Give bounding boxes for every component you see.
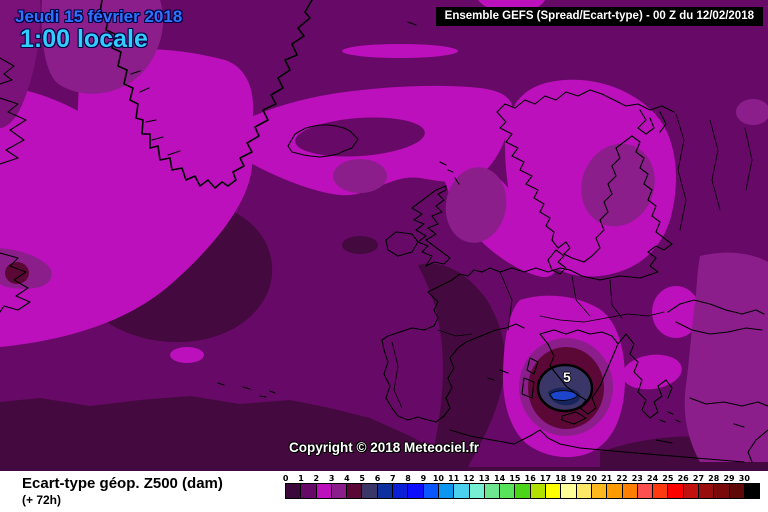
spread-max-value-label: 5 [563, 369, 571, 385]
africa-coastline [449, 429, 745, 463]
scale-cell: 27 [693, 474, 715, 499]
scale-tick-label: 17 [539, 474, 552, 483]
spread-region-dark-eye [295, 117, 425, 157]
scale-cell: 12 [463, 474, 485, 499]
model-run-banner: Ensemble GEFS (Spread/Ecart-type) - 00 Z… [435, 7, 763, 26]
map-canvas: Jeudi 15 février 2018 1:00 locale Ensemb… [0, 0, 768, 467]
scale-cell: 18 [555, 474, 577, 499]
scale-tick-label: 25 [662, 474, 674, 483]
parameter-title: Ecart-type géop. Z500 (dam) [22, 475, 223, 492]
scale-tick-label: 8 [405, 474, 411, 483]
scale-cell: 16 [525, 474, 547, 499]
forecast-local-time: 1:00 locale [20, 24, 148, 53]
scale-tick-label: 10 [432, 474, 444, 483]
uk-coastline [411, 185, 451, 267]
datetime-header: Jeudi 15 février 2018 1:00 locale [15, 8, 182, 52]
scale-cell: 9 [421, 474, 439, 499]
scale-cell: 2 [314, 474, 332, 499]
scale-cell: 19 [571, 474, 592, 499]
scale-tick-label: 16 [524, 474, 536, 483]
weather-map [0, 0, 768, 467]
scale-tick-label: 24 [646, 474, 659, 483]
scale-cell: 30 [739, 474, 761, 499]
scale-cell: 17 [540, 474, 562, 499]
scale-tick-label: 12 [463, 474, 475, 483]
scale-cell: 5 [359, 474, 378, 499]
scale-tick-label: 15 [509, 474, 521, 483]
scale-cell: 13 [479, 474, 501, 499]
scale-tick-label: 2 [313, 474, 320, 483]
scale-cell: 6 [375, 474, 394, 499]
scale-tick-label: 6 [374, 474, 381, 483]
spread-maximum-feature [536, 363, 594, 413]
scale-cell: 22 [616, 474, 638, 499]
scale-tick-label: 7 [390, 474, 396, 483]
scale-tick-label: 1 [298, 474, 304, 483]
scale-cell: 20 [586, 474, 608, 499]
scale-tick-label: 3 [328, 474, 335, 483]
scale-tick-label: 0 [282, 474, 289, 483]
west-europe-coastline [381, 267, 571, 423]
scandinavia-coastline [496, 111, 673, 281]
copyright-notice: Copyright © 2018 Meteociel.fr [289, 440, 479, 455]
coastlines [0, 0, 768, 463]
scale-cell: 29 [723, 474, 745, 499]
scale-cell: 26 [678, 474, 700, 499]
scale-cell: 14 [494, 474, 516, 499]
italy-coastline [539, 329, 619, 415]
color-scale-bar: 0 1 2 3 4 5 6 7 8 9 10 11 12 13 14 15 16 17 18 19 20 21 22 23 24… [283, 474, 761, 499]
scale-cell: 0 [283, 474, 302, 499]
scale-tick-label: 20 [585, 474, 597, 483]
scale-tick-label: 13 [478, 474, 490, 483]
forecast-hour-label: (+ 72h) [22, 493, 62, 507]
scale-cell: 28 [708, 474, 730, 499]
scale-tick-label: 28 [708, 474, 720, 483]
scale-cell: 25 [662, 474, 684, 499]
scale-tick-label: 11 [448, 474, 460, 483]
scale-cell: 21 [601, 474, 623, 499]
scale-cell: 23 [632, 474, 654, 499]
scale-tick-label: 30 [738, 474, 750, 483]
greenland-coastline [99, 0, 313, 189]
scale-cell: 4 [344, 474, 363, 499]
scale-cell: 11 [448, 474, 470, 499]
scale-tick-label: 26 [677, 474, 689, 483]
scale-tick-label: 19 [570, 474, 582, 483]
scale-tick-label: 27 [692, 474, 705, 483]
newfoundland-coastline [0, 252, 31, 313]
scale-tick-label: 21 [601, 474, 613, 483]
scale-cell: 10 [433, 474, 455, 499]
scale-tick-label: 4 [344, 474, 350, 483]
balkans-coastline [617, 333, 673, 419]
scale-tick-label: 29 [723, 474, 735, 483]
forecast-date: Jeudi 15 février 2018 [15, 7, 183, 26]
iceland-coastline [287, 124, 359, 158]
scale-cell: 8 [405, 474, 424, 499]
scale-tick-label: 22 [616, 474, 628, 483]
scale-cell: 24 [647, 474, 669, 499]
scale-cell: 1 [298, 474, 317, 499]
black-sea-coastline [667, 299, 765, 335]
ireland-coastline [385, 231, 419, 257]
scale-cell: 15 [509, 474, 531, 499]
scale-cell: 7 [390, 474, 409, 499]
scale-tick-label: 14 [494, 474, 506, 483]
scale-cell: 3 [329, 474, 348, 499]
footer-divider [0, 467, 768, 471]
scale-tick-label: 18 [555, 474, 567, 483]
scale-tick-label: 23 [631, 474, 643, 483]
scale-tick-label: 5 [359, 474, 365, 483]
scale-tick-label: 9 [420, 474, 427, 483]
